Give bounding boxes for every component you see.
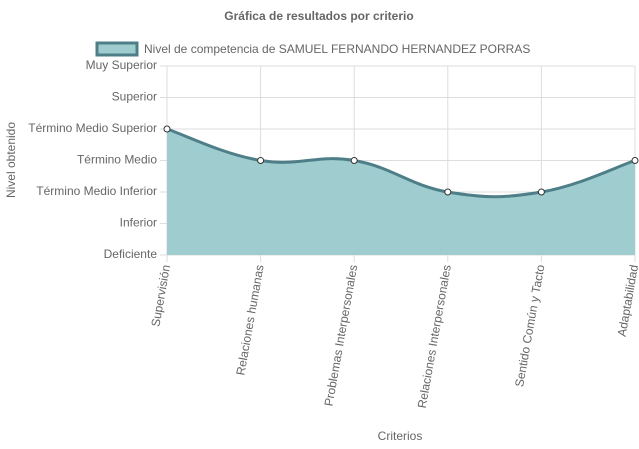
y-tick-label: Término Medio: [77, 153, 157, 167]
x-tick-label: Relaciones humanas: [233, 264, 266, 377]
area: [167, 129, 635, 255]
point: [350, 157, 358, 164]
line: [166, 127, 636, 199]
legend-swatch: [95, 41, 139, 57]
point: [537, 188, 545, 196]
legend-label: Nivel de competencia de SAMUEL FERNANDO …: [144, 42, 530, 56]
y-tick-label: Muy Superior: [86, 58, 157, 72]
point: [163, 125, 171, 133]
point: [631, 157, 639, 164]
x-axis-title: Criterios: [378, 429, 423, 443]
x-tick-label: Sentido Común y Tacto: [512, 263, 547, 388]
x-tick-label: Adaptabilidad: [615, 264, 639, 338]
point: [257, 157, 265, 164]
x-tick-label: Supervisión: [148, 264, 173, 328]
x-tick-label: Relaciones Interpersonales: [415, 264, 454, 410]
y-tick-label: Término Medio Inferior: [36, 184, 157, 198]
y-tick-label: Término Medio Superior: [28, 121, 157, 135]
chart-title: Gráfica de resultados por criterio: [224, 9, 413, 23]
point: [444, 188, 452, 196]
y-tick-label: Inferior: [120, 216, 157, 230]
y-axis-title: Nivel obtenido: [4, 122, 18, 198]
y-tick-label: Deficiente: [104, 247, 158, 261]
x-tick-label: Problemas Interpersonales: [322, 264, 361, 408]
y-tick-label: Superior: [112, 90, 157, 104]
